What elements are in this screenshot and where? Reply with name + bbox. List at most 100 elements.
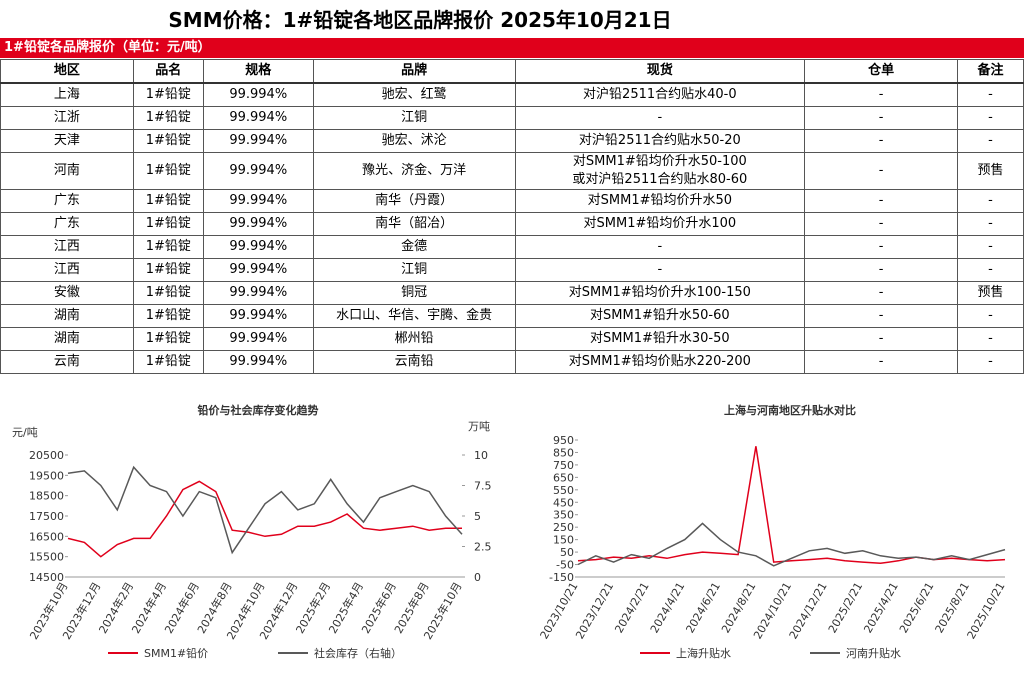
series-line: [67, 480, 462, 558]
y-tick-label: 550: [553, 484, 574, 497]
table-row: 安徽 1#铅锭 99.994% 铜冠 对SMM1#铅均价升水100-150- 预售: [0, 281, 1024, 305]
table-row: 广东 1#铅锭 99.994% 南华（韶冶） 对SMM1#铅均价升水100- -: [0, 212, 1024, 236]
y-tick-label: 16500: [29, 530, 64, 543]
table-cell: -: [957, 82, 1024, 107]
table-cell: -: [957, 258, 1024, 282]
table-cell: 99.994%: [202, 129, 314, 153]
table-cell: 对SMM1#铅均价升水100: [514, 212, 806, 236]
table-cell: 铜冠: [312, 281, 516, 305]
table-row: 上海 1#铅锭 99.994% 驰宏、红鹭 对沪铅2511合约贴水40-0- -: [0, 82, 1024, 107]
table-cell: 驰宏、沭沦: [312, 129, 516, 153]
column-header: 备注: [957, 59, 1024, 84]
y-tick-label: 15500: [29, 551, 64, 564]
table-cell: 99.994%: [202, 350, 314, 374]
y-tick-label: 950: [553, 434, 574, 447]
legend-label: 上海升贴水: [676, 646, 731, 660]
table-cell: 上海: [0, 82, 134, 107]
table-cell: 1#铅锭: [132, 129, 204, 153]
table-row: 湖南 1#铅锭 99.994% 郴州铅 对SMM1#铅升水30-50- -: [0, 327, 1024, 351]
table-cell: 南华（韶冶）: [312, 212, 516, 236]
y-tick-label: 17500: [29, 510, 64, 523]
page-title: SMM价格：1#铅锭各地区品牌报价 2025年10月21日: [168, 8, 672, 32]
table-cell: -: [957, 350, 1024, 374]
table-cell: -: [957, 327, 1024, 351]
table-cell: 对SMM1#铅升水30-50: [514, 327, 806, 351]
table-cell: 对SMM1#铅均价贴水220-200: [514, 350, 806, 374]
table-cell: 广东: [0, 189, 134, 213]
table-cell: 云南铅: [312, 350, 516, 374]
y-tick-label: 350: [553, 509, 574, 522]
table-cell: -: [957, 212, 1024, 236]
table-row: 广东 1#铅锭 99.994% 南华（丹霞） 对SMM1#铅均价升水50- -: [0, 189, 1024, 213]
table-cell: 豫光、济金、万洋: [312, 152, 516, 190]
table-cell: -: [804, 106, 959, 130]
y-tick-label: 750: [553, 459, 574, 472]
table-cell: 金德: [312, 235, 516, 259]
table-cell: -: [804, 82, 959, 107]
table-cell: 99.994%: [202, 304, 314, 328]
table-cell: 1#铅锭: [132, 152, 204, 190]
table-cell: 1#铅锭: [132, 350, 204, 374]
table-cell: 1#铅锭: [132, 281, 204, 305]
legend-label: 河南升贴水: [846, 646, 901, 660]
column-header: 现货: [514, 59, 806, 84]
table-cell: 江西: [0, 258, 134, 282]
table-cell: -: [514, 106, 806, 130]
table-cell: 对沪铅2511合约贴水40-0: [514, 82, 806, 107]
table-cell: 天津: [0, 129, 134, 153]
column-header: 规格: [202, 59, 314, 84]
x-tick-label: 2025/10/21: [965, 580, 1008, 641]
table-cell: 对SMM1#铅均价升水100-150: [514, 281, 806, 305]
table-cell: 1#铅锭: [132, 106, 204, 130]
legend-label: SMM1#铅价: [144, 646, 208, 660]
table-cell: 水口山、华信、宇腾、金贵: [312, 304, 516, 328]
column-header: 品牌: [312, 59, 516, 84]
y2-tick-label: 0: [474, 571, 481, 584]
y-tick-label: 250: [553, 521, 574, 534]
table-cell: -: [957, 304, 1024, 328]
y-tick-label: 850: [553, 446, 574, 459]
table-cell: -: [514, 258, 806, 282]
y2-tick-label: 2.5: [474, 541, 492, 554]
table-cell: -: [804, 350, 959, 374]
table-cell: 江西: [0, 235, 134, 259]
table-cell: 1#铅锭: [132, 327, 204, 351]
table-cell: -: [957, 235, 1024, 259]
table-row: 云南 1#铅锭 99.994% 云南铅 对SMM1#铅均价贴水220-200- -: [0, 350, 1024, 374]
table-cell: 江浙: [0, 106, 134, 130]
x-tick-label: 2025/4/21: [861, 580, 900, 635]
table-cell: 安徽: [0, 281, 134, 305]
table-cell: -: [804, 281, 959, 305]
table-cell: 广东: [0, 212, 134, 236]
table-cell: 对SMM1#铅升水50-60: [514, 304, 806, 328]
table-cell: 99.994%: [202, 189, 314, 213]
x-tick-label: 2024/6/21: [683, 580, 722, 635]
table-row: 江西 1#铅锭 99.994% 江铜 - - -: [0, 258, 1024, 282]
table-cell: 1#铅锭: [132, 212, 204, 236]
series-line: [577, 522, 1006, 567]
table-cell: 99.994%: [202, 152, 314, 190]
table-cell: -: [514, 235, 806, 259]
y2-tick-label: 10: [474, 449, 488, 462]
y-tick-label: 19500: [29, 469, 64, 482]
x-tick-label: 2024/4/21: [648, 580, 687, 635]
table-cell: 对SMM1#铅均价升水50-100 或对沪铅2511合约贴水80-60: [514, 152, 806, 190]
table-cell: 江铜: [312, 106, 516, 130]
table-cell: 湖南: [0, 304, 134, 328]
legend-label: 社会库存（右轴）: [314, 646, 402, 660]
series-line: [67, 465, 463, 555]
table-row: 江西 1#铅锭 99.994% 金德 - - -: [0, 235, 1024, 259]
table-cell: 1#铅锭: [132, 235, 204, 259]
table-cell: -: [804, 152, 959, 190]
table-cell: 预售: [957, 281, 1024, 305]
chart-title: 上海与河南地区升贴水对比: [724, 403, 856, 417]
table-cell: 99.994%: [202, 82, 314, 107]
table-cell: 1#铅锭: [132, 189, 204, 213]
table-caption: 1#铅锭各品牌报价（单位：元/吨）: [0, 38, 1024, 58]
table-cell: -: [804, 304, 959, 328]
x-tick-label: 2024/2/21: [612, 580, 651, 635]
table-cell: 云南: [0, 350, 134, 374]
table-cell: -: [804, 129, 959, 153]
